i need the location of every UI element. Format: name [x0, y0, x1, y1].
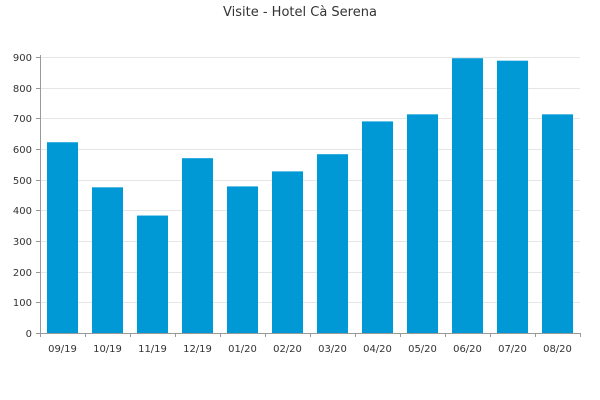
- chart-title: Visite - Hotel Cà Serena: [223, 5, 377, 20]
- y-tick-label: 100: [13, 298, 32, 309]
- bars: [46, 58, 574, 334]
- x-tick-label: 07/20: [498, 344, 527, 355]
- x-tick-label: 10/19: [93, 344, 122, 355]
- x-tick-label: 02/20: [273, 344, 302, 355]
- x-tick-label: 04/20: [363, 344, 392, 355]
- x-tick-label: 03/20: [318, 344, 347, 355]
- x-tick-label: 08/20: [543, 344, 572, 355]
- x-tick-label: 11/19: [138, 344, 167, 355]
- y-tick-label: 300: [13, 237, 32, 248]
- y-tick-label: 500: [13, 176, 32, 187]
- bar: [451, 58, 484, 333]
- y-tick-label: 400: [13, 206, 32, 217]
- y-tick-label: 600: [13, 145, 32, 156]
- x-tick-label: 06/20: [453, 344, 482, 355]
- bar: [316, 154, 349, 333]
- x-tick-label: 01/20: [228, 344, 257, 355]
- bar: [136, 215, 169, 333]
- x-tick-label: 12/19: [183, 344, 212, 355]
- bar: [406, 114, 439, 333]
- bar: [226, 186, 259, 333]
- bar: [46, 142, 79, 333]
- bar: [361, 121, 394, 334]
- axes: [36, 55, 581, 337]
- x-tick-label: 09/19: [48, 344, 77, 355]
- y-tick-label: 700: [13, 114, 32, 125]
- x-tick-label: 05/20: [408, 344, 437, 355]
- bar: [496, 60, 529, 334]
- y-tick-label: 800: [13, 84, 32, 95]
- y-tick-label: 900: [13, 53, 32, 64]
- bar: [181, 158, 214, 333]
- grid-lines: [40, 57, 580, 303]
- y-tick-label: 200: [13, 268, 32, 279]
- bar: [271, 171, 304, 333]
- bar: [541, 114, 574, 333]
- bar: [91, 187, 124, 333]
- tick-labels: 0 100 200 300 400 500 600 700 800 900 09/19 10/19 11…: [13, 53, 572, 355]
- y-tick-label: 0: [26, 329, 32, 340]
